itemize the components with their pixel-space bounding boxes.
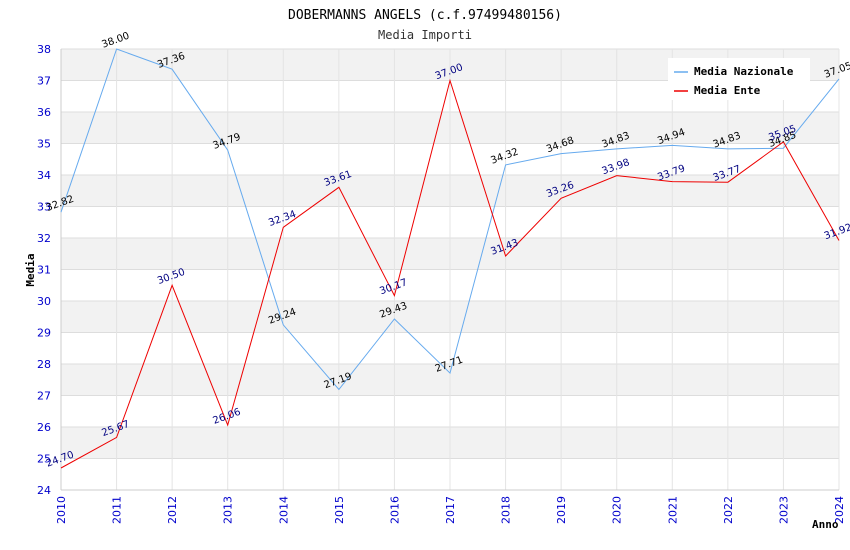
x-tick-label: 2022 <box>722 496 735 524</box>
data-label: 33.98 <box>601 157 632 177</box>
legend-label-media-ente: Media Ente <box>694 84 761 97</box>
x-tick-label: 2011 <box>111 496 124 524</box>
x-tick-label: 2018 <box>500 496 513 524</box>
series-lines <box>60 48 840 469</box>
series-line-media-nazionale <box>60 48 840 391</box>
legend-label-media-nazionale: Media Nazionale <box>694 65 794 78</box>
chart-subtitle: Media Importi <box>378 28 472 42</box>
data-label: 32.82 <box>45 194 76 214</box>
y-tick-label: 35 <box>37 138 51 151</box>
y-tick-label: 31 <box>37 264 51 277</box>
x-tick-label: 2012 <box>166 496 179 524</box>
x-tick-label: 2013 <box>222 496 235 524</box>
chart-title: DOBERMANNS ANGELS (c.f.97499480156) <box>288 8 562 23</box>
y-tick-label: 33 <box>37 201 51 214</box>
x-tick-label: 2010 <box>55 496 68 524</box>
y-axis-label: Media <box>24 253 37 286</box>
x-tick-label: 2014 <box>277 496 290 524</box>
x-tick-label: 2015 <box>333 496 346 524</box>
y-tick-label: 26 <box>37 421 51 434</box>
y-tick-label: 27 <box>37 390 51 403</box>
x-tick-label: 2019 <box>555 496 568 524</box>
y-tick-label: 34 <box>37 169 51 182</box>
data-label: 34.32 <box>489 147 520 167</box>
legend: Media Nazionale Media Ente <box>668 58 810 100</box>
y-tick-label: 37 <box>37 75 51 88</box>
y-tick-label: 38 <box>37 43 51 56</box>
y-tick-label: 32 <box>37 232 51 245</box>
data-label: 32.34 <box>267 209 298 229</box>
y-tick-label: 29 <box>37 327 51 340</box>
x-axis-ticks: 2010 2011 2012 2013 2014 2015 2016 2017 2018 2019… <box>55 496 846 524</box>
y-tick-label: 25 <box>37 453 51 466</box>
legend-box <box>668 58 810 100</box>
axes <box>60 49 839 491</box>
series-line-media-ente <box>60 78 840 469</box>
x-axis-label: Anno <box>812 518 839 531</box>
x-tick-label: 2016 <box>388 496 401 524</box>
x-tick-label: 2024 <box>833 496 846 524</box>
y-tick-label: 28 <box>37 358 51 371</box>
y-axis-ticks: 24 25 26 27 28 29 30 31 32 33 34 35 36 37 38 <box>37 43 51 497</box>
x-tick-label: 2020 <box>611 496 624 524</box>
x-tick-label: 2021 <box>666 496 679 524</box>
y-tick-label: 30 <box>37 295 51 308</box>
y-tick-label: 24 <box>37 484 51 497</box>
y-tick-label: 36 <box>37 106 51 119</box>
data-label: 38.00 <box>100 31 131 51</box>
x-tick-label: 2023 <box>777 496 790 524</box>
x-tick-label: 2017 <box>444 496 457 524</box>
